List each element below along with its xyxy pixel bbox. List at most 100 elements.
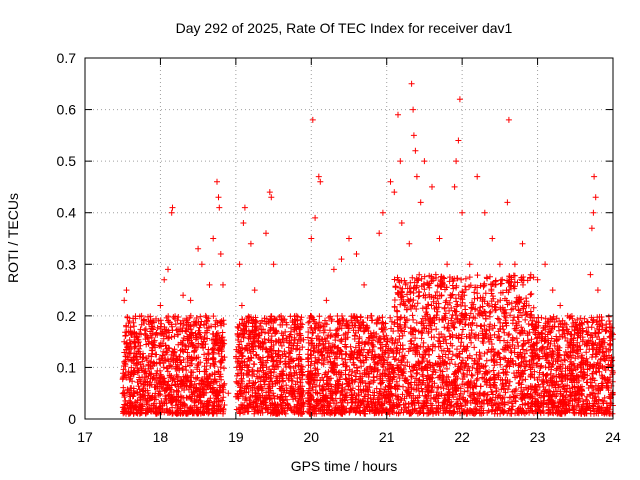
data-point (387, 314, 394, 321)
data-point (168, 394, 175, 401)
data-point (377, 371, 383, 378)
data-point (415, 293, 422, 300)
data-point (253, 318, 260, 325)
data-point (521, 303, 527, 310)
data-point (256, 323, 263, 329)
data-point (352, 344, 359, 351)
data-point (496, 316, 502, 323)
data-point (471, 295, 478, 302)
data-point (416, 271, 423, 278)
data-point (470, 314, 477, 321)
data-point (251, 410, 258, 417)
data-point (386, 368, 393, 375)
data-point (361, 281, 368, 288)
data-point (296, 351, 303, 358)
data-point (212, 321, 219, 328)
data-point (484, 400, 491, 407)
data-point (430, 341, 437, 348)
data-point (451, 371, 457, 378)
data-point (492, 407, 499, 414)
data-point (261, 336, 268, 342)
data-point (247, 385, 254, 391)
data-point (469, 397, 476, 404)
data-point (273, 357, 280, 364)
data-point (390, 374, 397, 381)
data-point (286, 333, 293, 339)
data-point (291, 326, 297, 333)
data-point (192, 330, 199, 337)
data-point (203, 355, 210, 362)
data-point (369, 389, 376, 396)
data-point (361, 369, 368, 376)
data-point (288, 337, 295, 344)
data-point (463, 360, 470, 367)
data-point (298, 356, 305, 363)
data-point (120, 384, 127, 391)
data-point (437, 343, 444, 350)
data-point (448, 356, 455, 363)
data-point (319, 336, 326, 343)
data-point (414, 300, 421, 307)
data-point (521, 367, 528, 374)
data-point (530, 304, 537, 311)
data-point (138, 321, 145, 328)
data-point (150, 359, 157, 366)
data-point (394, 395, 401, 402)
data-point (491, 331, 498, 338)
data-point (497, 304, 504, 311)
data-point (457, 366, 464, 373)
data-point (514, 314, 521, 321)
data-point (542, 261, 549, 268)
data-point (385, 388, 392, 395)
data-point (434, 289, 441, 295)
data-point (166, 334, 173, 341)
data-point (515, 367, 522, 374)
data-point (203, 314, 210, 321)
data-point (482, 362, 489, 369)
data-point (317, 178, 324, 185)
data-point (329, 367, 336, 374)
data-point (254, 408, 261, 415)
data-point (416, 289, 423, 296)
data-point (209, 351, 216, 357)
data-point (458, 339, 465, 346)
data-point (364, 349, 371, 356)
data-point (511, 325, 518, 332)
data-point (528, 336, 535, 343)
data-point (186, 405, 193, 412)
data-point (425, 315, 432, 322)
data-point (381, 386, 388, 393)
data-point (492, 281, 498, 288)
data-point (309, 330, 316, 337)
data-point (218, 359, 225, 366)
data-point (194, 364, 200, 371)
data-point (426, 322, 432, 329)
data-point (489, 325, 496, 332)
data-point (477, 304, 484, 311)
data-point (249, 368, 256, 375)
data-point (528, 311, 535, 318)
data-point (498, 280, 505, 287)
data-point (175, 326, 181, 333)
data-point (418, 275, 425, 282)
data-point (393, 378, 400, 385)
data-point (210, 349, 217, 356)
data-point (459, 331, 465, 338)
data-point (478, 323, 485, 330)
data-point (204, 335, 211, 342)
data-point (514, 410, 521, 416)
data-point (510, 317, 516, 324)
data-point (246, 346, 253, 353)
data-point (129, 329, 135, 336)
data-point (181, 387, 188, 393)
data-point (504, 199, 511, 206)
data-point (135, 359, 142, 366)
data-point (212, 341, 219, 348)
data-point (216, 346, 222, 353)
data-point (219, 340, 226, 347)
data-point (279, 375, 285, 382)
data-point (442, 299, 449, 306)
data-point (401, 405, 408, 411)
data-point (309, 371, 315, 378)
data-point (211, 370, 218, 376)
